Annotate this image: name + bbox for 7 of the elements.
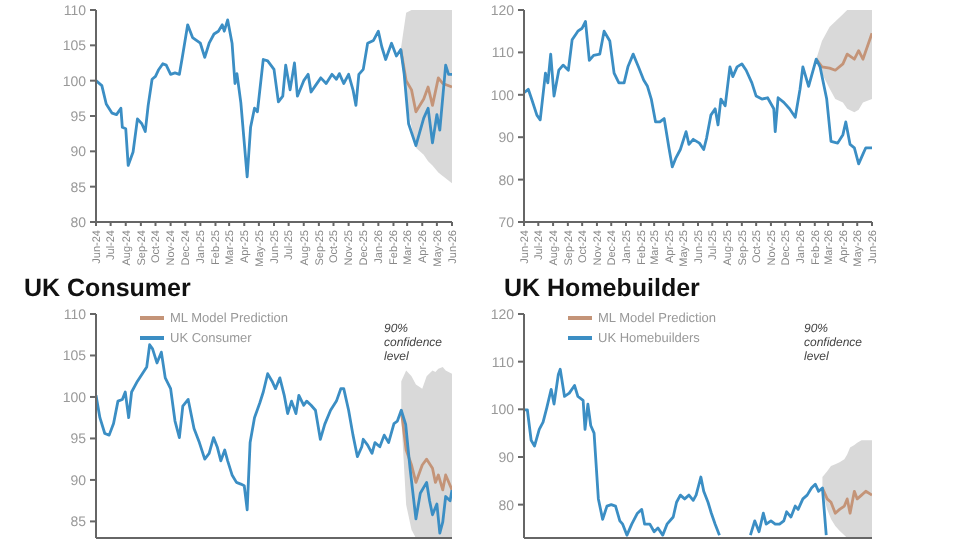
chart-title: UK Consumer (24, 274, 191, 302)
line-series (96, 18, 452, 179)
line-series (821, 486, 872, 515)
chart-title: UK Homebuilder (504, 274, 700, 302)
line-series (399, 48, 452, 114)
line-series (524, 20, 872, 169)
line-series (814, 31, 872, 72)
